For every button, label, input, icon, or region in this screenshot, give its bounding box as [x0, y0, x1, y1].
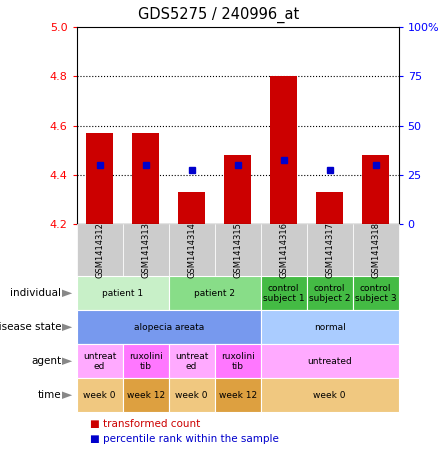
Text: untreated: untreated	[307, 357, 352, 366]
Text: normal: normal	[314, 323, 346, 332]
Polygon shape	[62, 357, 72, 365]
Bar	[178, 192, 205, 224]
Text: week 0: week 0	[175, 391, 208, 400]
Text: control
subject 2: control subject 2	[309, 284, 350, 303]
Text: ruxolini
tib: ruxolini tib	[129, 352, 162, 371]
Text: GSM1414312: GSM1414312	[95, 222, 104, 278]
Text: GSM1414313: GSM1414313	[141, 222, 150, 278]
Text: week 12: week 12	[219, 391, 257, 400]
Text: GSM1414315: GSM1414315	[233, 222, 242, 278]
Polygon shape	[62, 289, 72, 297]
Bar	[270, 77, 297, 224]
Text: control
subject 3: control subject 3	[355, 284, 396, 303]
Polygon shape	[62, 323, 72, 331]
Text: ■ percentile rank within the sample: ■ percentile rank within the sample	[90, 434, 279, 444]
Text: GSM1414317: GSM1414317	[325, 222, 334, 278]
Text: GDS5275 / 240996_at: GDS5275 / 240996_at	[138, 7, 300, 23]
Polygon shape	[62, 391, 72, 399]
Bar	[224, 155, 251, 224]
Text: week 0: week 0	[83, 391, 116, 400]
Text: untreat
ed: untreat ed	[83, 352, 117, 371]
Text: ■ transformed count: ■ transformed count	[90, 419, 200, 429]
Text: patient 2: patient 2	[194, 289, 235, 298]
Text: alopecia areata: alopecia areata	[134, 323, 204, 332]
Text: GSM1414314: GSM1414314	[187, 222, 196, 278]
Text: GSM1414318: GSM1414318	[371, 222, 380, 278]
Bar	[132, 133, 159, 224]
Text: patient 1: patient 1	[102, 289, 143, 298]
Text: untreat
ed: untreat ed	[175, 352, 208, 371]
Bar	[362, 155, 389, 224]
Text: time: time	[38, 390, 61, 400]
Text: individual: individual	[11, 288, 61, 299]
Text: ruxolini
tib: ruxolini tib	[221, 352, 254, 371]
Bar	[86, 133, 113, 224]
Text: GSM1414316: GSM1414316	[279, 222, 288, 278]
Text: agent: agent	[31, 356, 61, 366]
Text: week 12: week 12	[127, 391, 165, 400]
Text: week 0: week 0	[313, 391, 346, 400]
Text: control
subject 1: control subject 1	[263, 284, 304, 303]
Bar	[316, 192, 343, 224]
Text: disease state: disease state	[0, 322, 61, 333]
